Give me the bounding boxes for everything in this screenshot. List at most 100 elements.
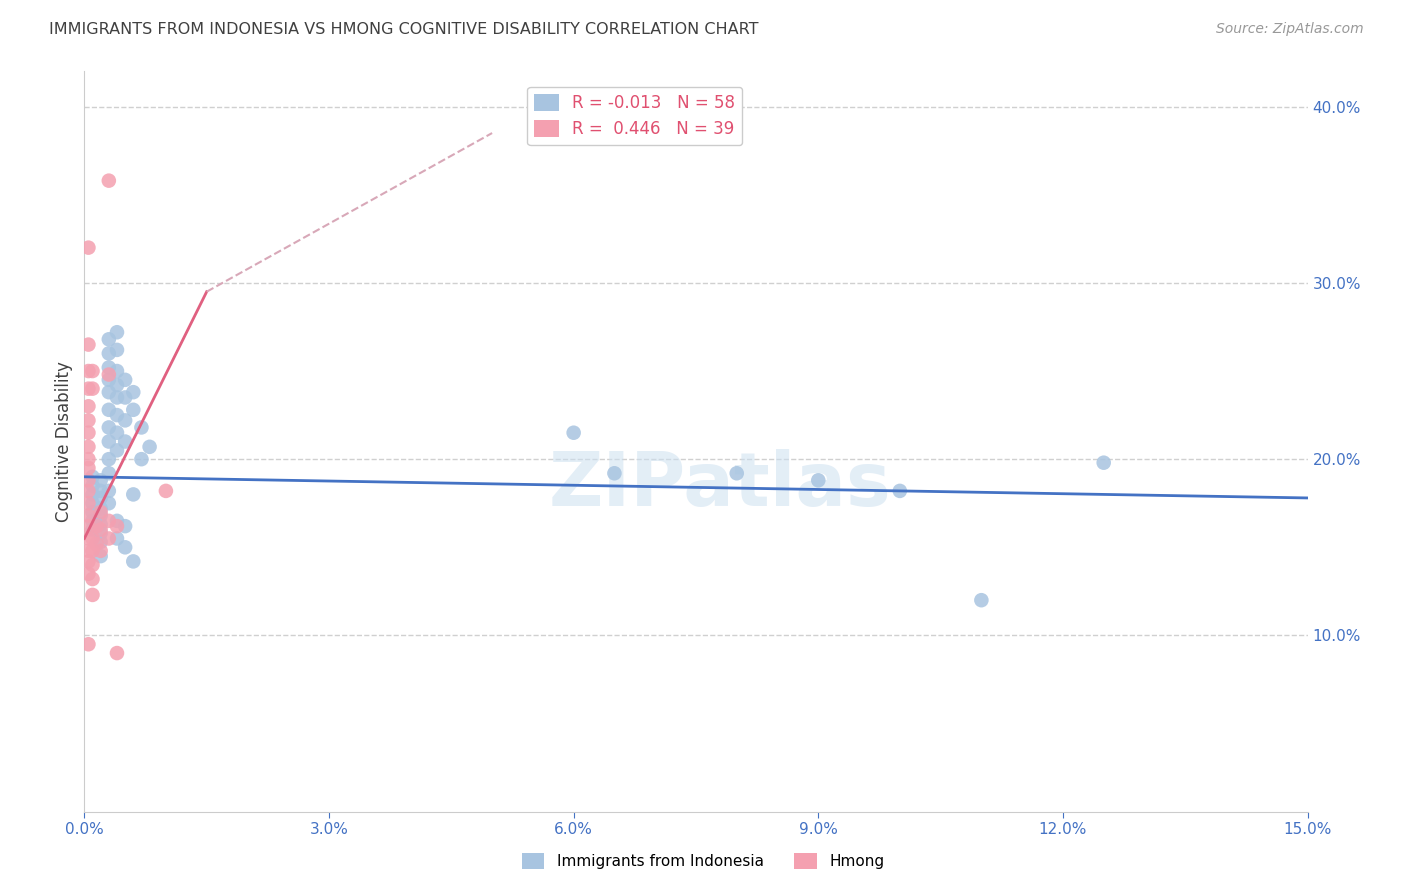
Point: [82, 470, 104, 484]
Point: [86, 519, 108, 533]
Point: [97, 420, 120, 434]
Point: [97, 373, 120, 387]
Point: [97, 467, 120, 481]
Point: [114, 541, 136, 555]
Point: [97, 434, 120, 449]
Point: [562, 425, 585, 440]
Point: [82, 382, 104, 396]
Point: [105, 325, 128, 339]
Point: [77, 496, 100, 510]
Point: [97, 483, 120, 498]
Y-axis label: Cognitive Disability: Cognitive Disability: [55, 361, 73, 522]
Point: [82, 487, 104, 501]
Point: [105, 408, 128, 422]
Point: [131, 420, 153, 434]
Point: [105, 646, 128, 660]
Point: [90, 544, 112, 558]
Point: [725, 467, 748, 481]
Point: [90, 491, 112, 505]
Point: [90, 526, 112, 541]
Point: [90, 549, 112, 563]
Point: [90, 523, 112, 537]
Point: [97, 360, 120, 375]
Point: [114, 413, 136, 427]
Point: [97, 174, 120, 188]
Point: [77, 241, 100, 255]
Point: [97, 402, 120, 417]
Point: [82, 532, 104, 546]
Point: [82, 588, 104, 602]
Point: [105, 343, 128, 357]
Point: [90, 517, 112, 532]
Point: [970, 593, 993, 607]
Legend: Immigrants from Indonesia, Hmong: Immigrants from Indonesia, Hmong: [516, 847, 890, 875]
Point: [82, 496, 104, 510]
Point: [122, 487, 145, 501]
Point: [807, 473, 830, 487]
Legend: R = -0.013   N = 58, R =  0.446   N = 39: R = -0.013 N = 58, R = 0.446 N = 39: [527, 87, 742, 145]
Point: [77, 452, 100, 467]
Point: [77, 413, 100, 427]
Point: [105, 425, 128, 440]
Point: [77, 425, 100, 440]
Point: [97, 346, 120, 360]
Point: [82, 523, 104, 537]
Point: [97, 514, 120, 528]
Point: [82, 572, 104, 586]
Point: [105, 391, 128, 405]
Point: [97, 532, 120, 546]
Point: [82, 514, 104, 528]
Point: [77, 532, 100, 546]
Point: [114, 434, 136, 449]
Point: [138, 440, 160, 454]
Point: [82, 505, 104, 519]
Point: [889, 483, 911, 498]
Point: [105, 532, 128, 546]
Point: [82, 478, 104, 492]
Point: [114, 391, 136, 405]
Point: [77, 483, 100, 498]
Point: [77, 508, 100, 523]
Point: [77, 440, 100, 454]
Point: [1092, 456, 1115, 470]
Point: [90, 505, 112, 519]
Point: [97, 368, 120, 382]
Point: [77, 566, 100, 581]
Point: [97, 385, 120, 400]
Point: [90, 473, 112, 487]
Point: [603, 467, 626, 481]
Point: [105, 378, 128, 392]
Point: [77, 473, 100, 487]
Point: [82, 364, 104, 378]
Point: [105, 364, 128, 378]
Point: [97, 496, 120, 510]
Point: [77, 382, 100, 396]
Point: [122, 385, 145, 400]
Point: [114, 519, 136, 533]
Point: [77, 519, 100, 533]
Point: [122, 554, 145, 568]
Point: [131, 452, 153, 467]
Point: [82, 544, 104, 558]
Text: ZIPatlas: ZIPatlas: [550, 450, 891, 523]
Point: [77, 461, 100, 475]
Point: [90, 483, 112, 498]
Text: IMMIGRANTS FROM INDONESIA VS HMONG COGNITIVE DISABILITY CORRELATION CHART: IMMIGRANTS FROM INDONESIA VS HMONG COGNI…: [49, 22, 759, 37]
Point: [77, 637, 100, 651]
Text: Source: ZipAtlas.com: Source: ZipAtlas.com: [1216, 22, 1364, 37]
Point: [77, 364, 100, 378]
Point: [77, 554, 100, 568]
Point: [105, 443, 128, 458]
Point: [90, 501, 112, 516]
Point: [114, 373, 136, 387]
Point: [105, 514, 128, 528]
Point: [122, 402, 145, 417]
Point: [90, 535, 112, 549]
Point: [86, 537, 108, 551]
Point: [77, 399, 100, 413]
Point: [77, 544, 100, 558]
Point: [155, 483, 177, 498]
Point: [97, 332, 120, 346]
Point: [105, 519, 128, 533]
Point: [97, 452, 120, 467]
